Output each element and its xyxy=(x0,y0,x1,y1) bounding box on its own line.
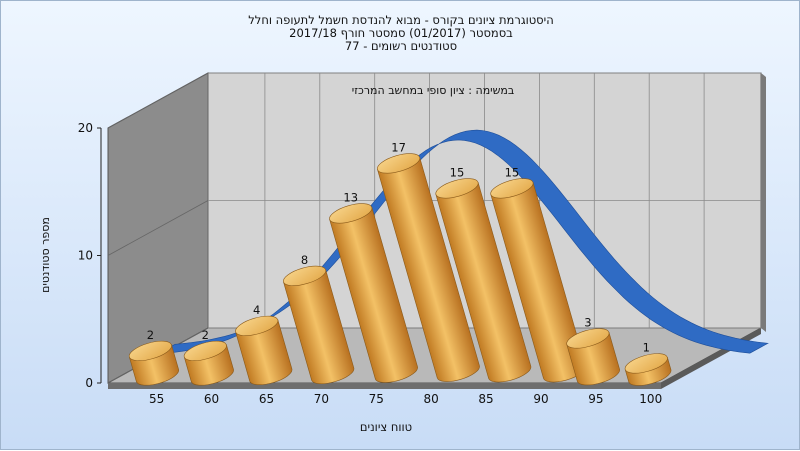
bar-75 xyxy=(329,203,418,383)
bar-top xyxy=(377,153,421,174)
bar-95 xyxy=(566,328,620,386)
y-tick-label: 20 xyxy=(78,121,93,135)
bar-top xyxy=(566,328,610,349)
bar-value-label: 15 xyxy=(505,165,520,179)
bar-top xyxy=(235,315,279,336)
bar-body xyxy=(235,319,293,386)
x-tick-label: 85 xyxy=(478,392,493,406)
bar-value-label: 13 xyxy=(343,190,358,204)
bar-value-label: 17 xyxy=(391,140,406,154)
bar-top xyxy=(183,340,227,362)
bar-body xyxy=(377,156,480,382)
task-label: במשימה : ציון סופי במחשב המרכזי xyxy=(352,84,515,97)
bar-body xyxy=(435,181,532,383)
side-gridline xyxy=(107,200,209,256)
bar-value-label: 2 xyxy=(147,328,154,342)
x-tick-label: 65 xyxy=(259,392,274,406)
side-gridline xyxy=(107,72,209,129)
bar-70 xyxy=(283,265,355,385)
x-tick-label: 80 xyxy=(424,392,439,406)
bar-value-label: 2 xyxy=(202,328,209,342)
bar-value-label: 3 xyxy=(584,315,591,329)
bar-55 xyxy=(128,340,179,386)
x-tick-label: 75 xyxy=(369,392,384,406)
x-tick-label: 100 xyxy=(639,392,662,406)
bar-body xyxy=(283,269,355,385)
bar-85 xyxy=(435,178,532,383)
bar-90 xyxy=(490,178,587,383)
bar-value-label: 8 xyxy=(301,253,308,267)
bar-top xyxy=(490,178,534,199)
bar-value-label: 1 xyxy=(643,340,650,354)
bar-65 xyxy=(235,315,293,386)
bar-value-label: 4 xyxy=(253,303,260,317)
back-wall-shadow xyxy=(761,73,766,332)
bar-100 xyxy=(624,353,672,386)
x-tick-label: 55 xyxy=(149,392,164,406)
bar-60 xyxy=(183,340,234,386)
chart-title-line-2: בסמסטר (01/2017) סמסטר חורף 2017/18 xyxy=(289,26,513,40)
x-tick-label: 95 xyxy=(588,392,603,406)
bar-body xyxy=(329,206,418,383)
bar-top xyxy=(624,353,668,374)
y-axis-title: מספר סטודנטים xyxy=(39,217,52,293)
floor-front-edge xyxy=(108,383,661,389)
bar-top xyxy=(283,265,327,286)
x-tick-label: 90 xyxy=(533,392,548,406)
bar-top xyxy=(435,178,479,199)
chart-title-line-3: סטודנטים רשומים - 77 xyxy=(344,39,458,53)
bar-top xyxy=(128,340,172,362)
chart-title-line-1: היסטוגרמת ציונים בקורס - מבוא להנדסת חשמ… xyxy=(248,13,554,27)
x-tick-label: 70 xyxy=(314,392,329,406)
bar-80 xyxy=(377,153,480,382)
y-tick-label: 10 xyxy=(78,249,93,263)
y-tick-label: 0 xyxy=(85,376,93,390)
x-tick-label: 60 xyxy=(204,392,219,406)
bar-top xyxy=(329,203,373,224)
x-axis-title: טווח ציונים xyxy=(360,420,412,434)
bar-value-label: 15 xyxy=(450,165,465,179)
